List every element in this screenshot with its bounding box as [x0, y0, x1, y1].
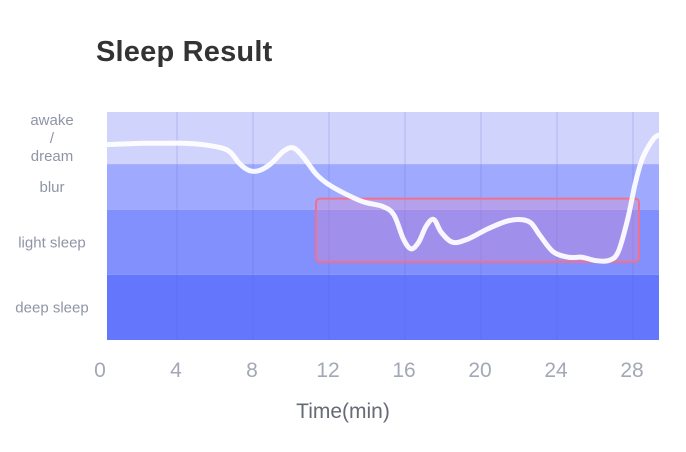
sleep-curve: [104, 132, 665, 264]
x-tick-label: 12: [316, 359, 339, 382]
sleep-line: [104, 132, 665, 264]
x-tick-label: 24: [544, 359, 568, 382]
x-tick-label: 28: [620, 359, 643, 382]
x-tick-label: 0: [94, 359, 106, 382]
band-label: light sleep: [18, 234, 86, 251]
x-tick-label: 4: [170, 359, 182, 382]
chart-title: Sleep Result: [96, 36, 273, 68]
band-label: awake / dream: [30, 112, 73, 165]
band-label: deep sleep: [15, 299, 88, 316]
highlight-region: [315, 197, 640, 263]
highlight-box: [315, 197, 640, 263]
x-axis-label: Time(min): [296, 400, 390, 423]
band-deep-sleep: [107, 274, 659, 340]
x-tick-labels: 0 4 8 12 16 20 24 28: [94, 359, 644, 382]
x-tick-label: 20: [468, 359, 491, 382]
band-blur: [107, 164, 659, 210]
band-label: blur: [39, 179, 64, 196]
band-awake-dream: [107, 112, 659, 165]
x-tick-label: 16: [392, 359, 415, 382]
sleep-stage-bands: [107, 112, 659, 340]
grid-lines: [176, 112, 634, 340]
x-tick-label: 8: [246, 359, 258, 382]
y-band-labels: awake / dream blur light sleep deep sleep: [15, 112, 88, 316]
band-light-sleep: [107, 209, 659, 275]
